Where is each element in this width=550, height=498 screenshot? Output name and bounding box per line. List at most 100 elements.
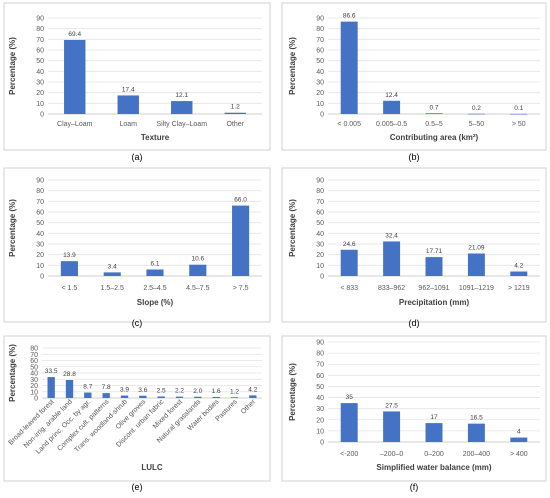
data-label: 2.2 bbox=[175, 388, 184, 395]
bar bbox=[212, 397, 220, 398]
y-tick-label: 70 bbox=[316, 199, 324, 206]
x-axis-label: Contributing area (km²) bbox=[390, 133, 479, 142]
x-tick-label: 5–50 bbox=[469, 121, 485, 128]
data-label: 3.9 bbox=[120, 387, 129, 394]
bar bbox=[510, 271, 528, 276]
data-label: 10.6 bbox=[191, 256, 204, 263]
chart-panel-c: 0 10 20 30 40 50 60 70 80 90 13.9 < 1.5 3.4 1.5–2.5 6.… bbox=[3, 167, 271, 328]
bar bbox=[64, 39, 86, 115]
y-tick-label: 20 bbox=[36, 90, 44, 97]
data-label: 21.09 bbox=[468, 245, 485, 252]
x-axis-label: Simplified water balance (mm) bbox=[376, 463, 491, 472]
y-tick-label: 70 bbox=[316, 362, 324, 369]
y-tick-label: 0 bbox=[320, 440, 324, 447]
bar bbox=[171, 101, 193, 114]
y-tick-label: 90 bbox=[36, 178, 44, 185]
bar bbox=[340, 249, 358, 276]
x-tick-label: 1091–1219 bbox=[459, 285, 494, 292]
panel-frame bbox=[3, 167, 271, 323]
x-tick-label: Silty Clay–Loam bbox=[156, 121, 207, 128]
y-axis-label: Percentage (%) bbox=[8, 199, 17, 257]
y-tick-label: 70 bbox=[316, 37, 324, 44]
data-label: 33.5 bbox=[45, 368, 58, 375]
x-tick-label: 0–200 bbox=[424, 451, 444, 458]
bar bbox=[103, 272, 121, 276]
x-tick-label: < 0.005 bbox=[337, 121, 361, 128]
y-tick-label: 30 bbox=[36, 80, 44, 87]
y-tick-label: 60 bbox=[30, 358, 38, 365]
x-tick-label: <-200 bbox=[340, 451, 358, 458]
y-tick-label: 70 bbox=[36, 199, 44, 206]
x-tick-label: < 833 bbox=[340, 285, 358, 292]
data-label: 4 bbox=[517, 429, 521, 436]
y-axis-label: Percentage (%) bbox=[8, 37, 17, 95]
y-tick-label: 10 bbox=[316, 101, 324, 108]
y-tick-label: 20 bbox=[36, 252, 44, 259]
y-axis-label: Percentage (%) bbox=[8, 344, 17, 402]
y-tick-label: 10 bbox=[36, 263, 44, 270]
bar bbox=[232, 205, 250, 276]
panel-label: (e) bbox=[132, 482, 143, 492]
data-label: 6.1 bbox=[150, 260, 159, 267]
panel-frame bbox=[281, 167, 547, 323]
bar bbox=[224, 112, 246, 114]
bar bbox=[425, 113, 443, 114]
panel-frame bbox=[3, 2, 271, 151]
bar bbox=[510, 437, 528, 442]
y-tick-label: 80 bbox=[36, 26, 44, 33]
y-tick-label: 50 bbox=[36, 58, 44, 65]
bar bbox=[425, 423, 443, 442]
y-tick-label: 0 bbox=[320, 274, 324, 281]
x-tick-label: 200–400 bbox=[463, 451, 490, 458]
bar bbox=[175, 396, 184, 398]
y-tick-label: 60 bbox=[316, 373, 324, 380]
y-axis-label: Percentage (%) bbox=[288, 363, 297, 421]
panel-label: (d) bbox=[409, 318, 420, 328]
bar bbox=[157, 396, 165, 398]
y-tick-label: 50 bbox=[316, 58, 324, 65]
x-tick-label: > 7.5 bbox=[233, 285, 249, 292]
y-tick-label: 60 bbox=[316, 48, 324, 55]
y-tick-label: 0 bbox=[40, 112, 44, 119]
data-label: 1.2 bbox=[231, 104, 240, 111]
data-label: 17 bbox=[430, 414, 438, 421]
bar bbox=[146, 269, 164, 276]
x-tick-label: > 50 bbox=[512, 121, 526, 128]
y-tick-label: 40 bbox=[316, 69, 324, 76]
x-tick-label: Clay–Loam bbox=[57, 121, 93, 128]
data-label: 4.2 bbox=[248, 386, 257, 393]
data-label: 2.0 bbox=[193, 388, 202, 395]
chart-panel-d: 0 10 20 30 40 50 60 70 80 90 24.6 < 833 32.4 833–962 1… bbox=[281, 167, 547, 328]
y-tick-label: 30 bbox=[30, 377, 38, 384]
chart-panel-f: 0 10 20 30 40 50 60 70 80 90 35 <-200 27.5 –200–0 17 0–… bbox=[281, 335, 547, 492]
data-label: 3.4 bbox=[108, 263, 117, 270]
y-tick-label: 0 bbox=[40, 274, 44, 281]
x-tick-label: 0.5–5 bbox=[425, 121, 443, 128]
bar bbox=[60, 261, 78, 276]
y-tick-label: 70 bbox=[30, 352, 38, 359]
y-tick-label: 80 bbox=[316, 188, 324, 195]
data-label: 2.5 bbox=[157, 387, 166, 394]
y-tick-label: 20 bbox=[316, 90, 324, 97]
bar bbox=[47, 377, 55, 398]
data-label: 28.8 bbox=[63, 371, 76, 378]
bar bbox=[120, 395, 129, 398]
bar bbox=[383, 411, 401, 442]
x-axis-label: Precipitation (mm) bbox=[399, 298, 470, 307]
y-tick-label: 80 bbox=[316, 351, 324, 358]
y-tick-label: 30 bbox=[316, 406, 324, 413]
x-tick-label: Loam bbox=[119, 121, 137, 128]
panel-frame bbox=[281, 2, 547, 151]
bar bbox=[340, 403, 358, 442]
y-tick-label: 50 bbox=[36, 220, 44, 227]
y-tick-label: 40 bbox=[30, 371, 38, 378]
data-label: 7.8 bbox=[102, 384, 111, 391]
data-label: 0.2 bbox=[472, 105, 481, 112]
bar bbox=[467, 113, 485, 115]
bar bbox=[84, 392, 92, 398]
y-tick-label: 20 bbox=[30, 383, 38, 390]
chart-panel-a: 0 10 20 30 40 50 60 70 80 90 69.4 Clay–Loam 17.4 Loam… bbox=[3, 2, 271, 162]
bar bbox=[139, 395, 147, 398]
